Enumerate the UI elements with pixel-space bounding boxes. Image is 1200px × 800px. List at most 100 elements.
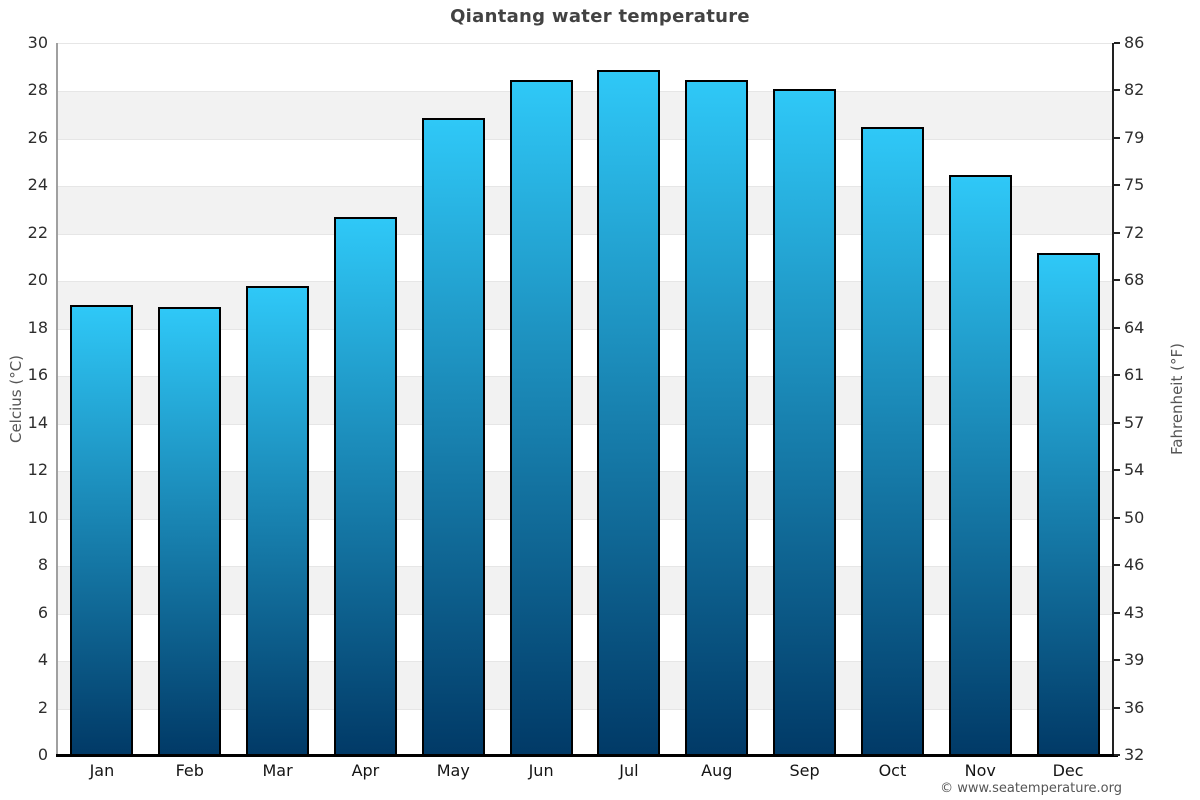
celsius-tick-10: 10 [27, 507, 48, 527]
bar-jan[interactable] [70, 305, 134, 756]
fahrenheit-tick-43: 43 [1124, 602, 1145, 622]
fahrenheit-tick-82: 82 [1124, 80, 1145, 100]
plot-band [58, 471, 1112, 519]
celsius-tick-16: 16 [27, 365, 48, 385]
gridline [58, 708, 1112, 710]
gridline [58, 423, 1112, 425]
plot-band [58, 91, 1112, 139]
plot-band [58, 566, 1112, 614]
gridline [58, 566, 1112, 568]
bar-sep[interactable] [773, 89, 837, 756]
celsius-axis-line [56, 43, 58, 755]
celsius-tick-12: 12 [27, 460, 48, 480]
fahrenheit-tick-61: 61 [1124, 365, 1145, 385]
fahrenheit-tick-72: 72 [1124, 222, 1145, 242]
fahrenheit-tick-54: 54 [1124, 460, 1145, 480]
plot-band [58, 44, 1112, 92]
gridline [58, 281, 1112, 283]
plot-area [58, 43, 1112, 756]
bar-jul[interactable] [597, 70, 661, 756]
gridline [58, 138, 1112, 140]
fahrenheit-tick-mark [1114, 184, 1120, 187]
fahrenheit-tick-mark [1114, 374, 1120, 377]
gridline [58, 186, 1112, 188]
fahrenheit-tick-64: 64 [1124, 317, 1145, 337]
celsius-tick-18: 18 [27, 317, 48, 337]
month-label-jul: Jul [619, 761, 639, 780]
fahrenheit-tick-mark [1114, 754, 1120, 756]
month-label-apr: Apr [351, 761, 380, 780]
celsius-tick-8: 8 [37, 555, 48, 575]
fahrenheit-tick-36: 36 [1124, 697, 1145, 717]
bar-mar[interactable] [246, 286, 310, 756]
bar-nov[interactable] [948, 174, 1012, 756]
fahrenheit-tick-32: 32 [1124, 745, 1145, 764]
fahrenheit-tick-mark [1114, 516, 1120, 519]
plot-band [58, 328, 1112, 377]
month-label-feb: Feb [175, 761, 204, 780]
bar-aug[interactable] [685, 79, 749, 756]
month-label-dec: Dec [1052, 761, 1084, 780]
x-axis-line [56, 754, 1118, 757]
fahrenheit-tick-50: 50 [1124, 507, 1145, 527]
fahrenheit-tick-mark [1114, 659, 1120, 662]
fahrenheit-tick-75: 75 [1124, 175, 1145, 195]
bar-feb[interactable] [158, 307, 222, 756]
month-label-jun: Jun [528, 761, 554, 780]
fahrenheit-tick-39: 39 [1124, 650, 1145, 670]
celsius-tick-4: 4 [37, 650, 48, 670]
fahrenheit-tick-mark [1114, 706, 1120, 709]
fahrenheit-tick-57: 57 [1124, 412, 1145, 432]
celsius-tick-26: 26 [27, 127, 48, 147]
month-label-mar: Mar [262, 761, 293, 780]
gridline [58, 328, 1112, 330]
plot-band [58, 281, 1112, 329]
bar-may[interactable] [421, 117, 485, 756]
plot-band [58, 186, 1112, 234]
chart-title: Qiantang water temperature [450, 6, 750, 27]
bar-apr[interactable] [333, 217, 397, 756]
gridline [58, 613, 1112, 615]
fahrenheit-tick-mark [1114, 231, 1120, 234]
fahrenheit-tick-mark [1114, 564, 1120, 567]
fahrenheit-tick-86: 86 [1124, 33, 1145, 52]
gridline [58, 661, 1112, 663]
plot-band [58, 518, 1112, 567]
plot-band [58, 423, 1112, 472]
fahrenheit-tick-mark [1114, 42, 1120, 44]
bar-dec[interactable] [1036, 252, 1100, 756]
plot-band [58, 138, 1112, 187]
fahrenheit-tick-mark [1114, 89, 1120, 92]
fahrenheit-tick-mark [1114, 326, 1120, 329]
bar-oct[interactable] [860, 127, 924, 756]
celsius-tick-24: 24 [27, 175, 48, 195]
fahrenheit-tick-46: 46 [1124, 555, 1145, 575]
gridline [58, 91, 1112, 93]
copyright-credit-link[interactable]: © www.seatemperature.org [940, 781, 1122, 796]
fahrenheit-tick-79: 79 [1124, 127, 1145, 147]
celsius-tick-14: 14 [27, 412, 48, 432]
fahrenheit-tick-mark [1114, 421, 1120, 424]
celsius-tick-30: 30 [27, 33, 48, 52]
gridline [58, 471, 1112, 473]
gridline [58, 376, 1112, 378]
fahrenheit-tick-68: 68 [1124, 270, 1145, 290]
celsius-tick-6: 6 [37, 602, 48, 622]
celsius-tick-2: 2 [37, 697, 48, 717]
bar-jun[interactable] [509, 79, 573, 756]
month-label-aug: Aug [701, 761, 733, 780]
fahrenheit-tick-mark [1114, 611, 1120, 614]
gridline [58, 518, 1112, 520]
month-label-nov: Nov [964, 761, 996, 780]
fahrenheit-axis-title: Fahrenheit (°F) [1168, 343, 1186, 455]
fahrenheit-tick-mark [1114, 136, 1120, 139]
plot-band [58, 708, 1112, 756]
celsius-tick-22: 22 [27, 222, 48, 242]
month-label-jan: Jan [89, 761, 115, 780]
fahrenheit-tick-mark [1114, 469, 1120, 472]
month-label-may: May [436, 761, 470, 780]
plot-band [58, 376, 1112, 424]
fahrenheit-axis-line [1112, 43, 1114, 755]
celsius-tick-28: 28 [27, 80, 48, 100]
